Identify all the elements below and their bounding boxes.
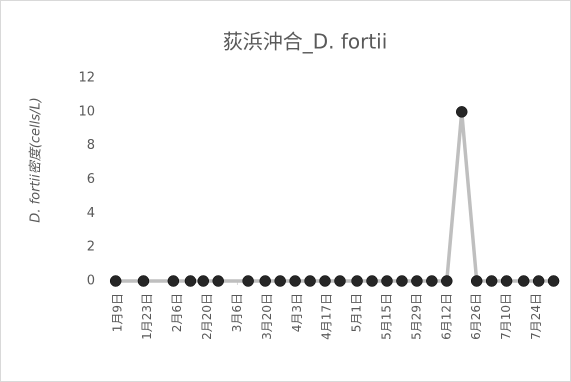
point — [259, 275, 271, 287]
point — [289, 275, 301, 287]
x-tick-label: 5月29日 — [409, 293, 423, 340]
y-tick-label: 12 — [78, 71, 95, 86]
point — [470, 275, 483, 287]
x-tick-label: 6月26日 — [469, 293, 483, 340]
point — [396, 275, 408, 287]
y-tick-label: 10 — [78, 104, 95, 119]
x-tick-label: 2月20日 — [200, 293, 214, 340]
point — [319, 275, 331, 287]
point — [547, 275, 560, 287]
point — [411, 275, 423, 287]
point — [351, 275, 363, 287]
y-tick-label: 8 — [87, 138, 95, 153]
point — [485, 275, 498, 287]
x-tick-label: 7月10日 — [499, 293, 513, 340]
chart-title: 荻浜沖合_D. fortii — [223, 30, 388, 54]
point — [532, 275, 545, 287]
point — [137, 275, 150, 287]
y-tick-label: 6 — [87, 172, 95, 187]
y-tick-label: 2 — [87, 240, 95, 255]
point — [212, 275, 224, 287]
y-tick-label: 0 — [87, 274, 95, 289]
point — [441, 275, 453, 287]
point — [197, 275, 210, 287]
point — [455, 106, 468, 118]
point — [426, 275, 438, 287]
y-axis-label: D. fortii密度(cells/L) — [28, 97, 44, 222]
point — [167, 275, 180, 287]
point — [500, 275, 513, 287]
point — [184, 275, 197, 287]
x-tick-label: 4月17日 — [320, 293, 334, 340]
point — [304, 275, 316, 287]
point — [517, 275, 530, 287]
point — [381, 275, 393, 287]
x-tick-label: 7月24日 — [529, 293, 543, 340]
x-tick-label: 3月20日 — [260, 293, 274, 340]
point — [274, 275, 286, 287]
x-tick-label: 5月1日 — [350, 293, 364, 332]
y-tick-label: 4 — [87, 206, 95, 221]
x-tick-label: 6月12日 — [439, 293, 453, 340]
point — [334, 275, 346, 287]
point — [242, 275, 254, 287]
x-tick-label: 5月15日 — [379, 293, 393, 340]
x-tick-label: 4月3日 — [290, 293, 304, 332]
x-tick-label: 3月6日 — [230, 293, 244, 332]
x-tick-label: 1月23日 — [140, 293, 154, 340]
point — [366, 275, 378, 287]
x-tick-label: 1月9日 — [110, 293, 124, 332]
x-tick-label: 2月6日 — [170, 293, 184, 332]
point — [109, 275, 122, 287]
